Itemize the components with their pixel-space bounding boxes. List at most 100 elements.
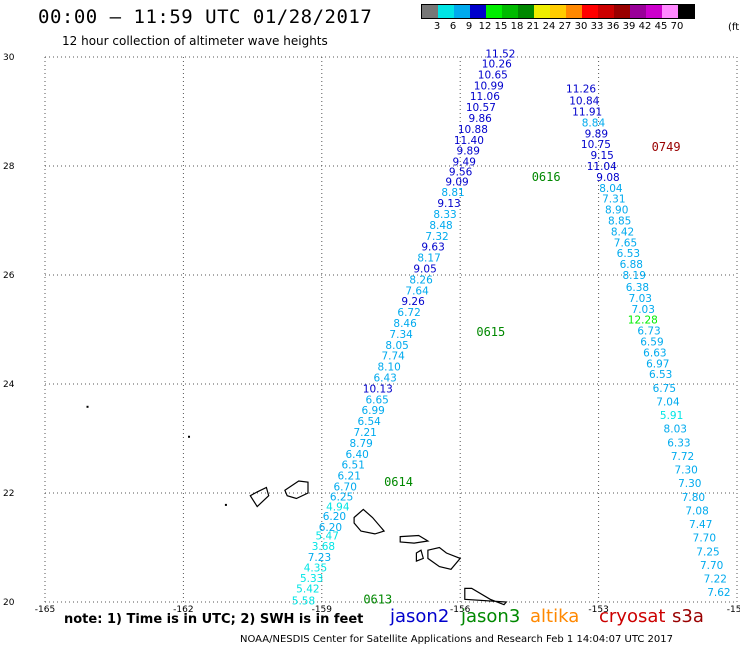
legend-label: 18 [510, 21, 524, 32]
wave-height-value: 7.72 [671, 451, 694, 463]
wave-height-value: 10.57 [466, 102, 496, 114]
wave-height-value: 7.70 [693, 533, 716, 545]
legend-label: 33 [590, 21, 604, 32]
wave-height-value: 7.04 [656, 396, 680, 408]
wave-height-value: 6.65 [365, 394, 388, 406]
legend-swatch [470, 5, 486, 18]
pass-time-label: 0614 [384, 475, 413, 489]
wave-height-value: 7.21 [353, 427, 376, 439]
wave-height-value: 6.51 [342, 460, 365, 472]
x-tick-label: -153 [588, 605, 608, 615]
legend-swatch [422, 5, 438, 18]
legend-swatch [550, 5, 566, 18]
island-speck [224, 503, 227, 506]
wave-height-value: 9.89 [457, 146, 480, 158]
wave-height-value: 6.97 [646, 358, 669, 370]
legend-swatch [454, 5, 470, 18]
wave-height-value: 11.26 [566, 84, 596, 96]
wave-height-value: 10.65 [478, 69, 508, 81]
wave-height-value: 8.17 [417, 253, 440, 265]
legend-swatch [438, 5, 454, 18]
wave-height-value: 9.09 [445, 176, 468, 188]
wave-height-value: 9.15 [590, 150, 613, 162]
legend-swatch [502, 5, 518, 18]
wave-height-value: 8.26 [409, 274, 433, 286]
wave-height-value: 6.53 [649, 369, 672, 381]
wave-height-value: 3.68 [312, 541, 335, 553]
y-tick-label: 20 [3, 598, 15, 608]
wave-height-value: 7.47 [689, 519, 712, 531]
wave-height-value: 10.26 [482, 59, 512, 71]
wave-height-value: 6.20 [319, 522, 342, 534]
legend-unit: (ft) [728, 22, 740, 33]
wave-height-value: 9.56 [449, 166, 473, 178]
wave-height-value: 6.40 [345, 449, 368, 461]
wave-height-value: 9.26 [401, 296, 425, 308]
wave-height-value: 8.33 [433, 209, 456, 221]
wave-height-value: 9.13 [437, 198, 460, 210]
x-tick-label: -159 [312, 605, 333, 615]
wave-height-value: 8.42 [611, 226, 634, 238]
wave-height-value: 8.03 [664, 424, 687, 436]
island-maui [427, 546, 462, 570]
island-lanai [415, 549, 425, 562]
legend-label: 3 [433, 21, 441, 32]
x-tick-label: -162 [173, 605, 193, 615]
island-niihau [249, 486, 270, 508]
wave-height-value: 7.80 [682, 492, 705, 504]
wave-height-value: 6.38 [626, 282, 649, 294]
wave-height-value: 9.89 [585, 128, 608, 140]
wave-height-value: 7.70 [700, 560, 723, 572]
wave-height-value: 7.34 [389, 329, 413, 341]
wave-height-value: 5.42 [296, 583, 319, 595]
map-subtitle: 12 hour collection of altimeter wave hei… [62, 34, 328, 48]
wave-height-value: 10.88 [458, 124, 488, 136]
legend-label: 27 [558, 21, 572, 32]
wave-height-value: 9.49 [453, 157, 476, 169]
wave-height-value: 6.99 [361, 405, 384, 417]
credit-line: NOAA/NESDIS Center for Satellite Applica… [240, 634, 673, 645]
wave-height-value: 7.31 [602, 194, 625, 206]
wave-height-value: 6.53 [617, 248, 640, 260]
wave-height-value: 5.58 [292, 595, 315, 607]
legend-label: 39 [622, 21, 636, 32]
wave-height-value: 8.10 [377, 362, 400, 374]
y-tick-label: 28 [3, 162, 15, 172]
island-speck [86, 405, 89, 408]
island-hawaii [464, 587, 508, 606]
legend-label: 12 [478, 21, 492, 32]
wave-height-value: 8.46 [393, 318, 417, 330]
wave-height-value: 10.84 [569, 96, 599, 108]
wave-height-value: 5.33 [300, 573, 323, 585]
y-tick-label: 30 [3, 53, 15, 63]
wave-height-value: 7.74 [381, 351, 405, 363]
wave-height-value: 7.62 [707, 587, 730, 599]
wave-height-value: 7.64 [405, 285, 429, 297]
wave-height-value: 6.63 [643, 347, 666, 359]
island-oahu [353, 508, 386, 535]
wave-height-value: 7.30 [674, 465, 697, 477]
wave-height-value: 7.08 [685, 505, 708, 517]
wave-height-value: 7.22 [704, 574, 727, 586]
wave-height-value: 11.91 [572, 107, 602, 119]
wave-height-value: 6.59 [640, 336, 663, 348]
legend-labels: 3 6 9 12 15 18 21 24 27 30 33 36 39 42 45 70 [421, 19, 695, 33]
pass-time-label: 0749 [652, 140, 681, 154]
wave-height-value: 6.21 [338, 471, 361, 483]
x-tick-label: -156 [450, 605, 471, 615]
wave-height-value: 9.86 [468, 113, 492, 125]
wave-height-value: 10.13 [363, 383, 393, 395]
legend-swatch [630, 5, 646, 18]
legend-label: 24 [542, 21, 556, 32]
x-tick-label: -150 [727, 605, 740, 615]
pass-time-label: 0616 [532, 170, 561, 184]
pass-time-label: 0615 [476, 325, 505, 339]
legend-label: 21 [526, 21, 540, 32]
wave-height-value: 5.47 [316, 531, 339, 543]
y-tick-label: 24 [3, 380, 15, 390]
wave-height-value: 9.08 [596, 172, 619, 184]
satellite-name-s3a: s3a [672, 606, 704, 627]
legend-swatch [646, 5, 662, 18]
